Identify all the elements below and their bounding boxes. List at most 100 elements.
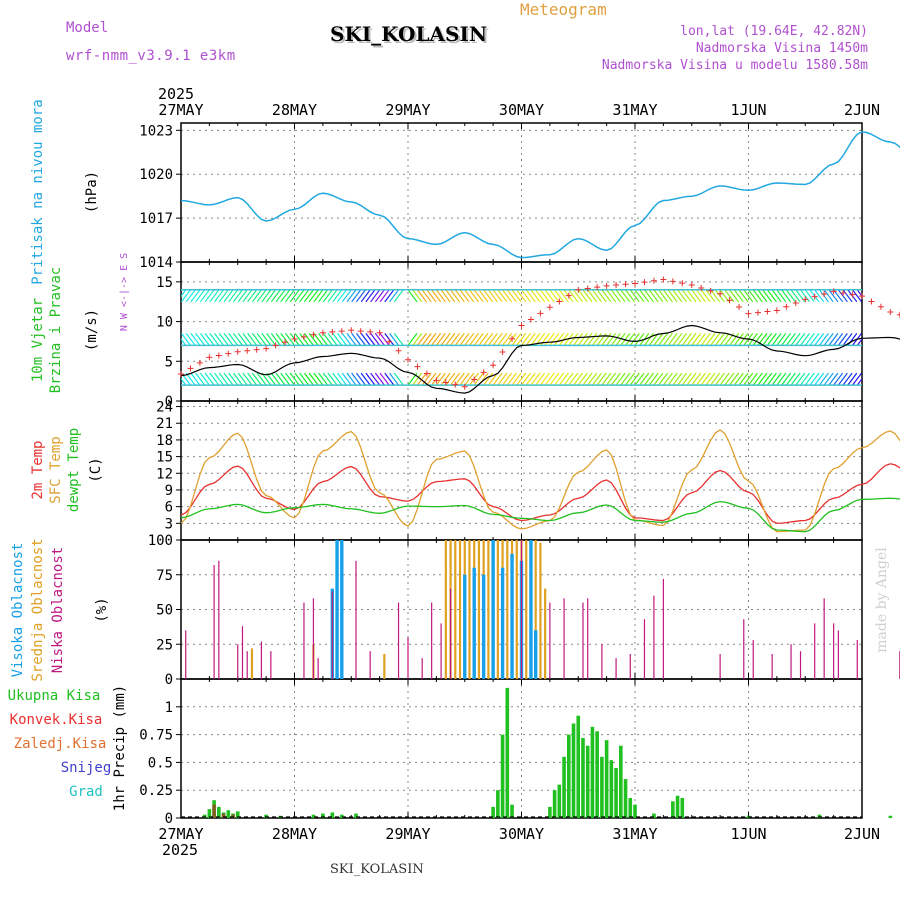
- wind-barb: [672, 372, 683, 386]
- gust-marker: [565, 292, 572, 299]
- gust-marker: [272, 342, 279, 349]
- wind-barb: [785, 333, 796, 346]
- wind-barb: [776, 372, 787, 386]
- wind-barb: [228, 372, 239, 386]
- y-tick-label: 18: [156, 433, 173, 449]
- wind-barb: [435, 289, 446, 303]
- wind-barb: [360, 372, 371, 386]
- gust-marker: [319, 329, 326, 336]
- wind-barb: [766, 372, 777, 386]
- wind-barb: [346, 289, 357, 303]
- wind-barb: [521, 333, 531, 346]
- wind-barb: [521, 289, 531, 303]
- temp2m-line: [180, 463, 900, 524]
- gust-marker: [773, 307, 780, 314]
- wind-barb: [242, 289, 253, 303]
- wind-barb: [639, 372, 650, 386]
- wind-barb: [185, 289, 196, 303]
- temp-title-3: dewpt Temp: [66, 428, 82, 512]
- low-cloud-bar: [549, 602, 551, 679]
- y-tick-label: 0.5: [148, 755, 173, 771]
- wind-barb: [729, 333, 740, 346]
- wind-barb: [256, 333, 267, 346]
- precip-legend-1: Konvek.Kisa: [10, 712, 103, 728]
- low-cloud-bar: [355, 560, 357, 679]
- wind-barb: [318, 372, 329, 386]
- gust-marker: [546, 304, 553, 311]
- gust-marker: [830, 288, 837, 295]
- wind-barb: [181, 384, 182, 386]
- wind-barb: [204, 289, 215, 303]
- gust-marker: [887, 309, 894, 316]
- wind-barb: [341, 333, 352, 346]
- wind-barb: [648, 372, 659, 386]
- wind-barb: [530, 289, 541, 303]
- wind-barb: [237, 333, 248, 346]
- precip-total-bar: [505, 687, 510, 818]
- gust-marker: [442, 379, 449, 386]
- y-tick-label: 75: [156, 568, 173, 584]
- y-tick-label: 21: [156, 416, 173, 432]
- gust-marker: [764, 308, 771, 315]
- wind-barb: [823, 289, 834, 303]
- wind-barb: [431, 333, 442, 346]
- wind-barb: [558, 289, 569, 303]
- y-tick-label: 6: [165, 500, 173, 516]
- mid-cloud-bar: [383, 653, 386, 679]
- wind-barb: [710, 333, 721, 346]
- mid-cloud-bar: [539, 542, 542, 679]
- low-cloud-bar: [440, 623, 442, 679]
- wind-title-2: Brzina i Pravac: [48, 267, 64, 393]
- wind-barb: [596, 333, 607, 346]
- gust-marker: [253, 346, 260, 353]
- precip-total-bar: [628, 797, 633, 818]
- precip-legend-3: Snijeg: [61, 760, 112, 776]
- wind-barb: [591, 333, 602, 346]
- low-cloud-bar: [833, 623, 835, 679]
- wind-barb: [856, 338, 862, 346]
- meteogram-label: Meteogram: [520, 0, 607, 19]
- low-cloud-bar: [601, 644, 603, 679]
- wind-barb: [615, 289, 626, 303]
- low-cloud-bar: [719, 653, 721, 679]
- wind-barb: [247, 289, 258, 303]
- wind-barb: [285, 333, 295, 346]
- high-cloud-bar: [463, 574, 467, 679]
- precip-total-bar: [354, 813, 358, 818]
- wind-barb: [199, 289, 210, 303]
- mid-cloud-bar: [454, 540, 457, 679]
- mid-cloud-bar: [487, 540, 490, 679]
- wind-barb: [795, 333, 806, 346]
- wind-barb: [370, 289, 381, 303]
- year-label-top: 2025: [158, 85, 194, 103]
- wind-barb: [209, 333, 220, 346]
- wind-barb: [426, 372, 437, 386]
- wind-barb: [332, 372, 343, 386]
- wind-barb: [568, 372, 579, 386]
- wind-barb: [700, 289, 711, 303]
- wind-barb: [365, 372, 376, 386]
- wind-barb: [823, 372, 834, 386]
- gust-marker: [376, 329, 383, 336]
- mid-cloud-bar: [544, 588, 547, 679]
- low-cloud-bar: [270, 651, 272, 679]
- wind-barb: [209, 289, 220, 303]
- wind-barb: [743, 289, 754, 303]
- wind-barb: [204, 333, 215, 346]
- gust-marker: [367, 328, 374, 335]
- wind-barb: [199, 333, 210, 346]
- low-cloud-bar: [246, 651, 248, 679]
- wind-barb: [752, 289, 763, 303]
- x-day-label-bottom: 2JUN: [844, 825, 880, 843]
- wind-barb: [842, 333, 853, 346]
- wind-barb: [544, 333, 555, 346]
- wind-barb: [285, 289, 295, 303]
- wind-barb: [800, 333, 811, 346]
- wind-barb: [634, 289, 645, 303]
- wind-barb: [733, 372, 744, 386]
- wind-barb: [379, 333, 390, 346]
- panel-frame: [180, 400, 863, 541]
- wind-barb: [275, 289, 286, 303]
- low-cloud-bar: [407, 637, 409, 679]
- y-tick-label: 1014: [139, 255, 173, 271]
